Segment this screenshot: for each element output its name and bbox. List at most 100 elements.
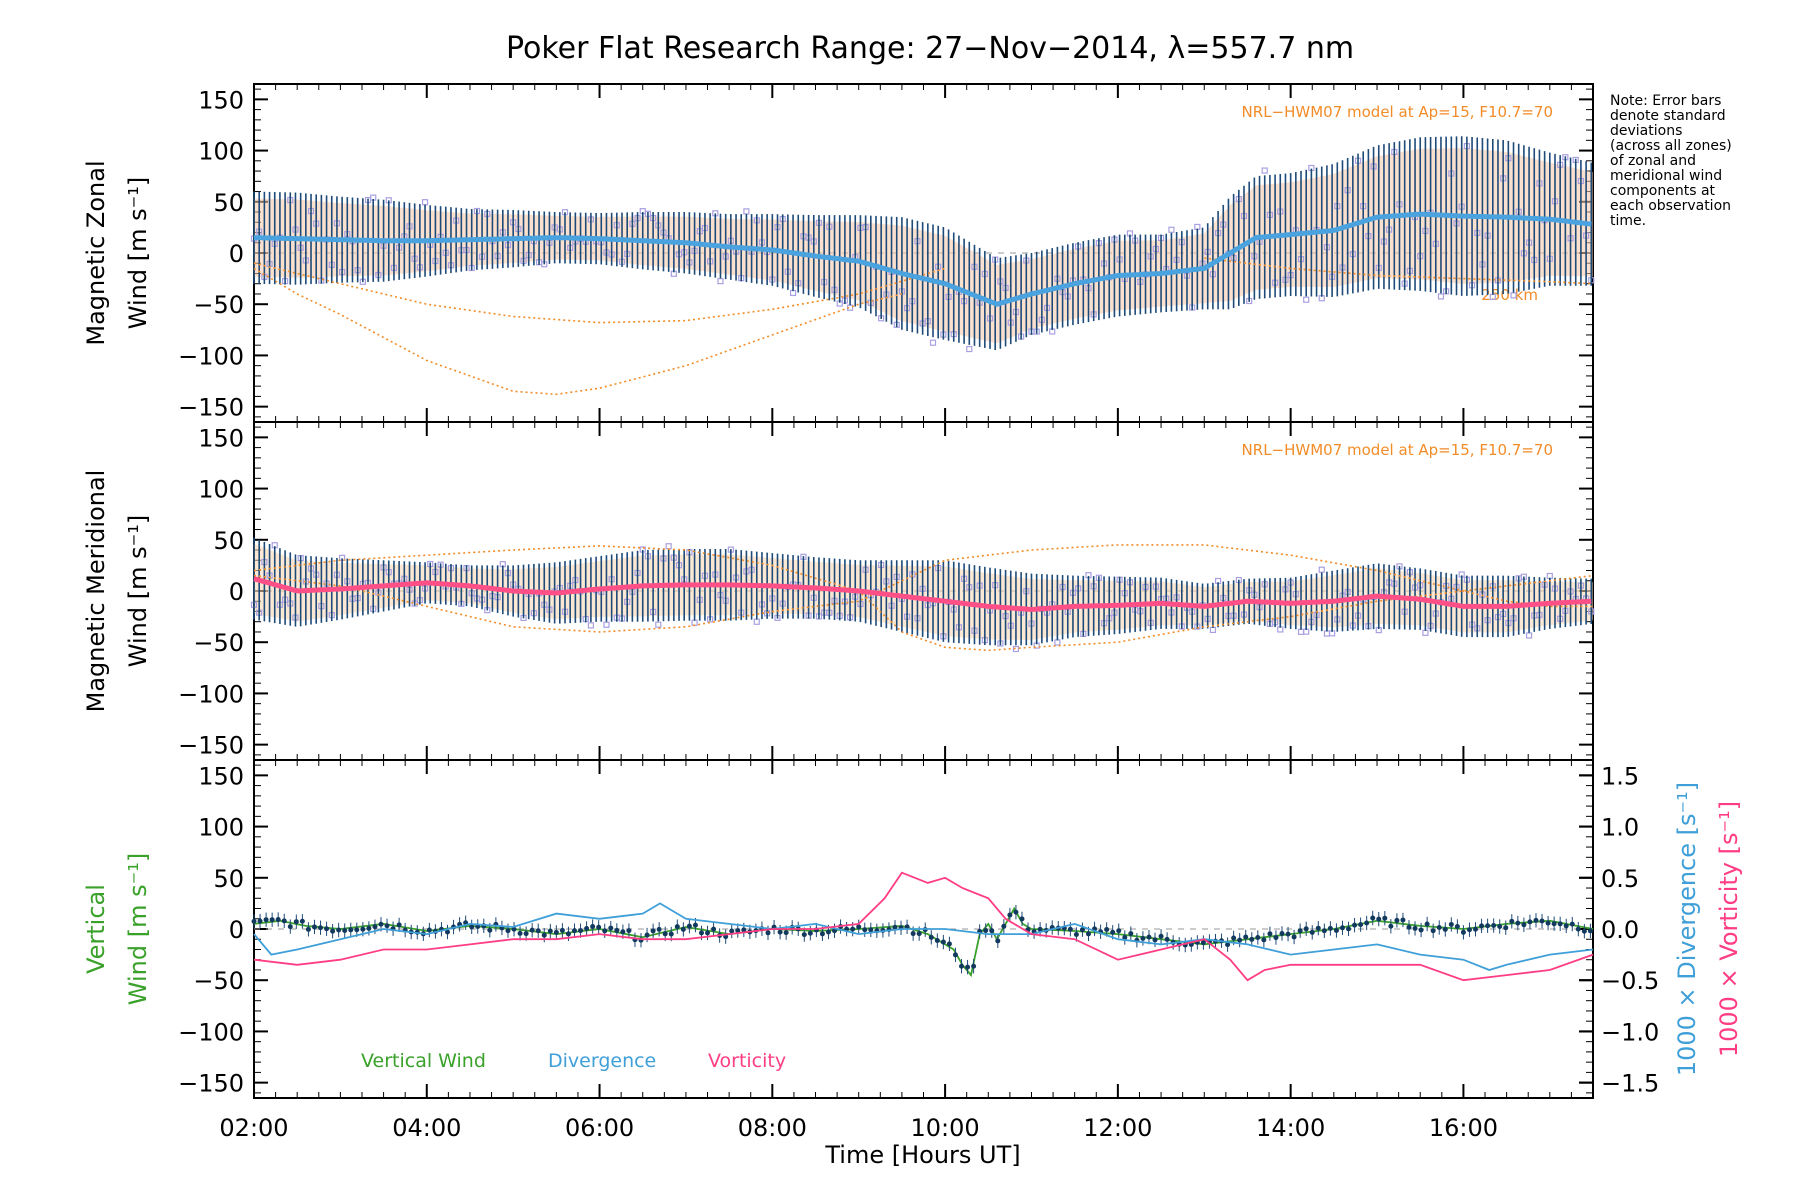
vertical-wind-point: [354, 927, 360, 933]
vertical-ylabel-group: Vertical Wind [m s⁻¹]: [82, 853, 152, 1005]
vertical-wind-point: [983, 927, 989, 933]
zone-point: [743, 208, 750, 215]
vertical-wind-point: [1551, 921, 1557, 927]
vertical-wind-point: [711, 926, 717, 932]
vertical-wind-point: [1019, 916, 1025, 922]
vertical-wind-point: [342, 928, 348, 934]
vertical-wind-point: [1110, 929, 1116, 935]
vertical-wind-point: [1104, 926, 1110, 932]
vertical-wind-point: [1448, 921, 1454, 927]
vertical-wind-point: [729, 928, 735, 934]
vertical-wind-point: [487, 927, 493, 933]
y-tick-label: 50: [213, 527, 244, 555]
vertical-wind-point: [396, 922, 402, 928]
vertical-wind-point: [287, 924, 293, 930]
meridional-ylabel-group: Magnetic Meridional Wind [m s⁻¹]: [82, 470, 152, 713]
legend-vertical-wind: Vertical Wind: [361, 1050, 486, 1072]
x-tick-label: 16:00: [1429, 1114, 1498, 1142]
vertical-wind-point: [965, 964, 971, 970]
vertical-wind-point: [783, 930, 789, 936]
right-ylabel-group: 1000 × Divergence [s⁻¹] 1000 × Vorticity…: [1673, 782, 1743, 1076]
vertical-wind-point: [505, 928, 511, 934]
vertical-wind-point: [1424, 921, 1430, 927]
vertical-wind-point: [1503, 925, 1509, 931]
vertical-wind-point: [1085, 931, 1091, 937]
vertical-wind-point: [608, 925, 614, 931]
vertical-wind-point: [1575, 926, 1581, 932]
vertical-wind-point: [765, 930, 771, 936]
y-tick-label: 0: [229, 578, 244, 606]
vertical-wind-point: [934, 938, 940, 944]
vertical-wind-point: [1339, 925, 1345, 931]
zone-point: [1168, 226, 1175, 233]
vertical-wind-point: [330, 928, 336, 934]
vertical-wind-point: [1140, 935, 1146, 941]
x-tick-label: 04:00: [392, 1114, 461, 1142]
vertical-wind-point: [1237, 937, 1243, 943]
vertical-wind-point: [445, 929, 451, 935]
vertical-wind-point: [541, 932, 547, 938]
x-tick-label: 06:00: [565, 1114, 634, 1142]
vertical-wind-point: [674, 924, 680, 930]
y-tick-label: 50: [213, 189, 244, 217]
zone-point: [603, 621, 610, 628]
vertical-wind-point: [892, 924, 898, 930]
y-tick-label: 0: [229, 240, 244, 268]
zone-point: [1012, 645, 1020, 653]
vertical-wind-point: [318, 925, 324, 931]
y-tick-label: −150: [178, 394, 244, 422]
vertical-wind-point: [336, 927, 342, 933]
zonal-model-label: NRL−HWM07 model at Ap=15, F10.7=70: [1242, 103, 1553, 121]
zone-point: [1303, 296, 1310, 303]
zone-point: [1525, 632, 1533, 639]
zone-point: [966, 345, 973, 353]
zone-point: [717, 278, 724, 285]
vertical-wind-point: [1364, 920, 1370, 926]
vertical-wind-point: [1466, 927, 1472, 933]
vertical-wind-point: [916, 931, 922, 937]
vertical-wind-point: [571, 928, 577, 934]
vertical-wind-point: [1352, 922, 1358, 928]
vertical-wind-point: [952, 952, 958, 958]
y-tick-label: −50: [193, 967, 244, 995]
x-axis-label: Time [Hours UT]: [824, 1141, 1020, 1169]
vertical-wind-point: [517, 930, 523, 936]
y-tick-label: −150: [178, 1070, 244, 1098]
y2-tick-label: −1.5: [1601, 1070, 1659, 1098]
vertical-wind-point: [565, 931, 571, 937]
vertical-wind-point: [680, 926, 686, 932]
x-tick-label: 08:00: [738, 1114, 807, 1142]
vertical-wind-point: [511, 926, 517, 932]
vertical-wind-point: [378, 921, 384, 927]
vertical-wind-point: [1418, 927, 1424, 933]
vertical-wind-point: [1079, 927, 1085, 933]
meridional-model-label: NRL−HWM07 model at Ap=15, F10.7=70: [1242, 441, 1553, 459]
vertical-wind-point: [1152, 937, 1158, 943]
vertical-wind-point: [1346, 926, 1352, 932]
vertical-wind-point: [1116, 928, 1122, 934]
vertical-wind-point: [656, 926, 662, 932]
y-tick-label: 0: [229, 916, 244, 944]
y-tick-label: 150: [198, 424, 244, 452]
vertical-wind-point: [1521, 922, 1527, 928]
vertical-wind-point: [1412, 925, 1418, 931]
vertical-wind-point: [584, 925, 590, 931]
vertical-wind-point: [862, 927, 868, 933]
vertical-wind-point: [311, 924, 317, 930]
vertical-wind-point: [1249, 936, 1255, 942]
vertical-wind-point: [384, 923, 390, 929]
vertical-wind-point: [372, 924, 378, 930]
vertical-wind-point: [269, 917, 275, 923]
vertical-wind-point: [1376, 916, 1382, 922]
divergence-line: [253, 902, 1594, 971]
legend-vorticity: Vorticity: [708, 1050, 786, 1072]
vertical-wind-point: [1273, 935, 1279, 941]
vertical-wind-point: [868, 927, 874, 933]
vertical-wind-point: [1243, 934, 1249, 940]
vertical-wind-point: [1327, 925, 1333, 931]
vertical-wind-point: [1370, 915, 1376, 921]
vertical-wind-point: [1315, 925, 1321, 931]
vertical-wind-point: [596, 924, 602, 930]
vertical-wind-point: [257, 918, 263, 924]
zonal-ylabel-group: Magnetic Zonal Wind [m s⁻¹]: [82, 160, 152, 345]
